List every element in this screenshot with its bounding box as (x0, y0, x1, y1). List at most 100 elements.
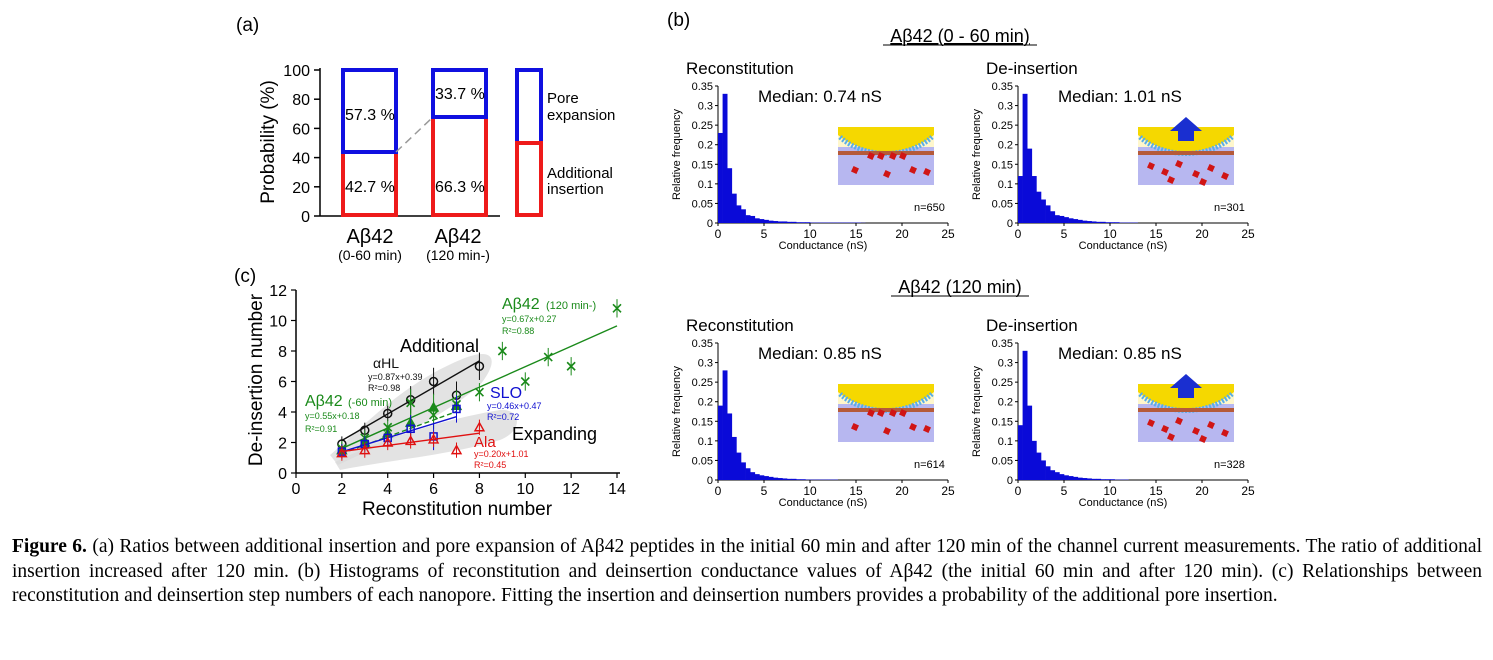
hist-ytick-label: 0.35 (692, 81, 713, 93)
hist-bar (750, 215, 756, 223)
hist-bar (1031, 440, 1037, 480)
bar1-pore (341, 68, 398, 154)
point-slo (406, 424, 415, 434)
bar1-bottom-pct: 42.7 % (345, 179, 395, 196)
hist-bar (1036, 191, 1042, 223)
cat2-name: Aβ42 (434, 226, 481, 248)
panel-c-xtick-label: 0 (292, 481, 301, 498)
inset-peptide (877, 152, 885, 160)
point-ala (359, 444, 371, 455)
hist-bar (1114, 222, 1120, 223)
hist-bar (800, 222, 806, 223)
hist-xtick-label: 5 (1061, 227, 1068, 241)
hist-bar (1027, 148, 1033, 223)
hist-ytick-label: 0.35 (992, 338, 1013, 350)
hist-bar (750, 472, 756, 480)
hist-bar (1018, 425, 1023, 480)
bar2-bottom-pct: 66.3 % (435, 179, 485, 196)
hist-bar (777, 478, 783, 480)
inset-droplet (838, 127, 934, 152)
panel-c: (c) De-insertion number Reconstitution n… (234, 266, 626, 520)
panel-c-xlabel: Reconstitution number (362, 499, 553, 520)
bar2-insertion (431, 115, 488, 217)
hist-ylabel: Relative frequency (971, 108, 983, 200)
hist-bar (805, 222, 811, 223)
inset-peptide (923, 425, 931, 433)
bar2-top-pct: 33.7 % (435, 86, 485, 103)
hist-bar (796, 479, 802, 480)
hist-median: Median: 1.01 nS (1058, 87, 1182, 106)
hist-ytick-label: 0.2 (698, 140, 713, 152)
hist-bar (741, 209, 746, 223)
hist-bar (1059, 215, 1065, 223)
hist-bar (1087, 478, 1092, 480)
hist-bar (764, 219, 769, 223)
ab60-r2: R²=0.91 (305, 424, 337, 434)
point-slo (452, 404, 461, 414)
panel-c-ytick-label: 12 (269, 283, 287, 300)
hist-bar (741, 462, 746, 480)
legend-pore-line2: expansion (547, 107, 615, 124)
inset-arrow (1170, 374, 1202, 398)
ahl-name: αHL (373, 355, 399, 371)
hist-xtick-label: 10 (803, 484, 817, 498)
panel-a-yticks: 100 80 60 40 20 0 (283, 63, 320, 226)
figure-caption: Figure 6. (a) Ratios between additional … (12, 535, 1482, 609)
inset-peptide (1221, 172, 1229, 180)
panel-b-title1: Aβ42 (0 - 60 min) (890, 26, 1029, 46)
hist-bar (754, 218, 760, 223)
hist-ytick-label: 0.25 (992, 120, 1013, 132)
inset-peptide (877, 409, 885, 417)
caption-text: (a) Ratios between additional insertion … (12, 536, 1482, 606)
hist-bar (791, 221, 797, 223)
hist-xtick-label: 25 (941, 227, 955, 241)
hist-ytick-label: 0.05 (992, 198, 1013, 210)
hist-bar (1110, 479, 1115, 480)
hist-bar (787, 221, 792, 223)
inset-peptide (867, 152, 875, 160)
hist-ytick-label: 0.1 (998, 179, 1013, 191)
hist-ytick-label: 0.15 (992, 416, 1013, 428)
hist-bar (1064, 217, 1069, 223)
inset-bilayer (838, 151, 934, 155)
hist-ytick-label: 0.35 (692, 338, 713, 350)
hist-bar (1041, 460, 1046, 480)
hist-bar (782, 221, 788, 223)
inset-peptide (889, 152, 897, 160)
point-ala (404, 435, 417, 446)
hist-xtick-label: 15 (1149, 227, 1163, 241)
hist-title: De-insertion (986, 59, 1078, 78)
hist-xlabel: Conductance (nS) (1079, 497, 1168, 509)
hist-bar (1041, 199, 1046, 223)
bar-connector (395, 116, 434, 153)
panel-b-label: (b) (667, 10, 690, 31)
point-ala (382, 436, 394, 447)
hist-bar (1031, 176, 1037, 223)
hist-ytick-label: 0.25 (692, 120, 713, 132)
panel-c-xtick-label: 12 (562, 481, 580, 498)
hist-bar (736, 452, 742, 480)
point-ab120 (543, 352, 553, 362)
inset-bilayer (838, 408, 934, 412)
inset-peptide (1147, 162, 1155, 170)
slo-r2: R²=0.72 (487, 412, 519, 422)
hist-bar (722, 93, 728, 223)
hist-xtick-label: 10 (1103, 227, 1117, 241)
hist-bar (764, 476, 769, 480)
ab120-r2: R²=0.88 (502, 326, 534, 336)
hist-n: n=328 (1214, 459, 1245, 471)
hist-ytick-label: 0.25 (992, 377, 1013, 389)
panel-c-ytick-label: 0 (278, 466, 287, 483)
hist-bar (1054, 472, 1060, 480)
inset-droplet (838, 384, 934, 409)
hist-xtick-label: 0 (1015, 227, 1022, 241)
hist-ylabel: Relative frequency (971, 365, 983, 457)
hist-xtick-label: 15 (1149, 484, 1163, 498)
hist-ytick-label: 0 (707, 218, 713, 230)
ahl-eq: y=0.87x+0.39 (368, 372, 423, 382)
hist-ylabel: Relative frequency (671, 108, 683, 200)
ab120-sub: (120 min-) (546, 300, 596, 312)
hist-ytick-label: 0.3 (998, 101, 1013, 113)
